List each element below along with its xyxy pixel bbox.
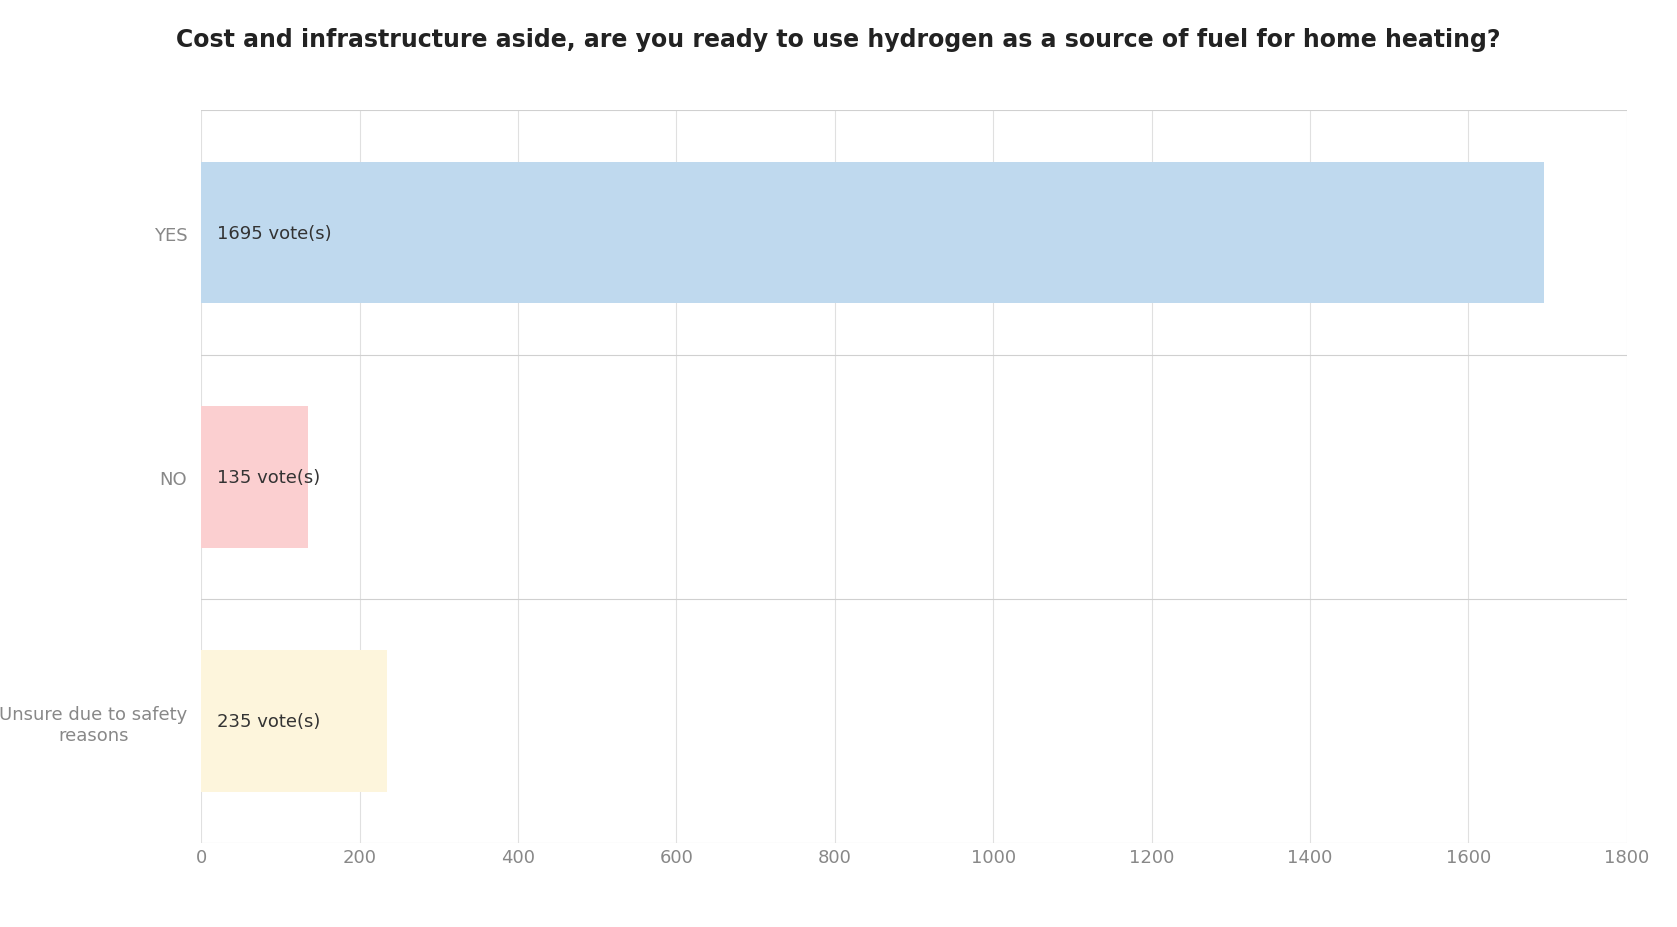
Text: Cost and infrastructure aside, are you ready to use hydrogen as a source of fuel: Cost and infrastructure aside, are you r…: [176, 28, 1501, 52]
Bar: [201, 407, 309, 548]
Text: 135 vote(s): 135 vote(s): [216, 468, 320, 487]
Bar: [201, 162, 1543, 304]
Text: 235 vote(s): 235 vote(s): [216, 713, 320, 730]
Text: 1695 vote(s): 1695 vote(s): [216, 224, 332, 242]
Bar: [201, 651, 387, 793]
